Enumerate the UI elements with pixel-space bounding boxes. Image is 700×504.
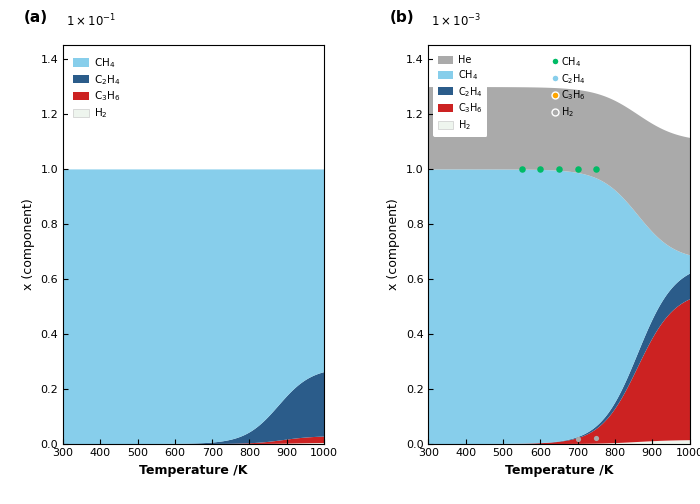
Text: $1\times10^{-3}$: $1\times10^{-3}$ bbox=[431, 13, 482, 29]
Point bbox=[591, 165, 602, 173]
Point bbox=[535, 165, 546, 173]
Point bbox=[516, 165, 527, 173]
X-axis label: Temperature /K: Temperature /K bbox=[505, 464, 613, 477]
X-axis label: Temperature /K: Temperature /K bbox=[139, 464, 248, 477]
Y-axis label: x (component): x (component) bbox=[387, 199, 400, 290]
Y-axis label: x (component): x (component) bbox=[22, 199, 35, 290]
Point bbox=[554, 165, 565, 173]
Point bbox=[572, 435, 583, 444]
Point bbox=[572, 165, 583, 173]
Legend: CH$_4$, C$_2$H$_4$, C$_3$H$_6$, H$_2$: CH$_4$, C$_2$H$_4$, C$_3$H$_6$, H$_2$ bbox=[548, 50, 591, 124]
Legend: CH$_4$, C$_2$H$_4$, C$_3$H$_6$, H$_2$: CH$_4$, C$_2$H$_4$, C$_3$H$_6$, H$_2$ bbox=[68, 50, 126, 125]
Point bbox=[591, 434, 602, 442]
Text: $1\times10^{-1}$: $1\times10^{-1}$ bbox=[66, 13, 116, 29]
Text: (a): (a) bbox=[24, 11, 48, 25]
Text: (b): (b) bbox=[389, 11, 414, 25]
